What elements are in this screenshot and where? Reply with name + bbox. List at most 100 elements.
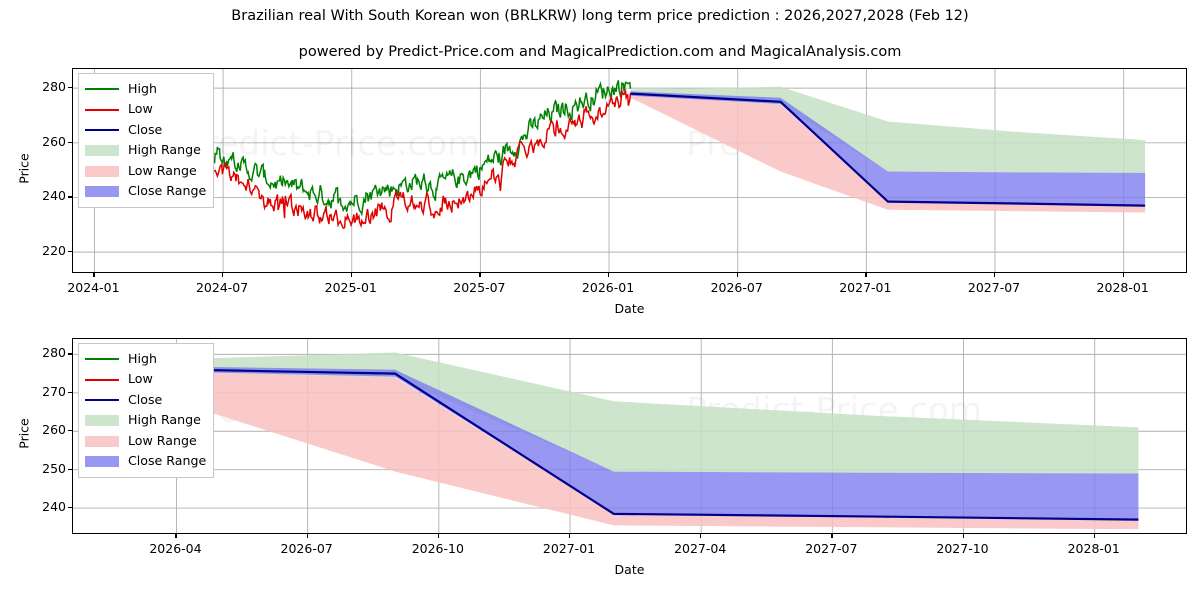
legend-item: Close Range (85, 452, 206, 473)
x-tick-label: 2027-01 (839, 280, 892, 295)
x-tick-mark (608, 273, 610, 277)
legend-item: Close Range (85, 182, 206, 203)
legend-item: Low Range (85, 431, 206, 452)
y-tick-mark (68, 87, 72, 89)
legend-swatch-patch (85, 164, 119, 178)
page-subtitle: powered by Predict-Price.com and Magical… (298, 44, 902, 60)
legend-swatch-patch (85, 455, 119, 469)
x-tick-label: 2025-07 (453, 280, 506, 295)
x-tick-mark (1122, 273, 1124, 277)
x-tick-label: 2027-07 (967, 280, 1021, 295)
y-tick-label: 240 (42, 499, 66, 515)
legend-swatch-line (85, 393, 119, 407)
x-tick-mark (994, 273, 996, 277)
legend-item: Low (85, 370, 206, 391)
legend-label: Close (128, 391, 163, 407)
x-tick-mark (736, 273, 738, 277)
legend-label: Close Range (128, 183, 207, 199)
y-tick-mark (68, 391, 72, 393)
x-tick-mark (1093, 534, 1095, 538)
x-tick-mark (962, 534, 964, 538)
legend-label: High Range (128, 142, 201, 158)
bottom-x-axis-label: Date (614, 562, 645, 577)
x-tick-mark (437, 534, 440, 538)
legend-item: High (85, 349, 206, 370)
x-tick-mark (93, 273, 95, 277)
page-title: Brazilian real With South Korean won (BR… (231, 8, 969, 24)
legend-swatch-patch (85, 434, 119, 448)
y-tick-label: 260 (42, 422, 66, 438)
legend-swatch-line (85, 352, 119, 366)
x-tick-mark (865, 273, 867, 277)
x-tick-label: 2027-07 (805, 541, 858, 556)
legend-item: Close (85, 390, 206, 411)
top-x-axis-label: Date (614, 301, 645, 316)
y-tick-mark (68, 196, 72, 198)
legend-swatch-line (85, 123, 119, 137)
x-tick-label: 2028-01 (1096, 280, 1149, 295)
legend-label: Low (128, 371, 153, 387)
legend-label: Low (128, 101, 153, 117)
legend-swatch-patch (85, 185, 119, 199)
y-tick-mark (68, 251, 72, 253)
x-tick-label: 2027-01 (542, 541, 596, 556)
x-tick-mark (350, 273, 352, 277)
x-tick-label: 2025-01 (324, 280, 377, 295)
legend-label: High (128, 80, 157, 96)
x-tick-label: 2027-04 (674, 541, 727, 556)
x-tick-label: 2027-10 (936, 541, 989, 556)
y-tick-label: 240 (42, 188, 66, 204)
svg-text:Predict-Price.com: Predict-Price.com (185, 124, 481, 164)
bottom-legend: High Low Close High Range Low Range Close Ran… (78, 343, 215, 478)
legend-label: Low Range (128, 162, 197, 178)
legend-item: High (85, 79, 206, 100)
top-legend: High Low Close High Range Low Range Close Ran… (78, 73, 215, 208)
y-tick-mark (68, 141, 72, 143)
y-tick-label: 260 (42, 133, 66, 149)
x-tick-mark (175, 534, 177, 538)
legend-item: High Range (85, 411, 206, 432)
legend-item: High Range (85, 141, 206, 162)
x-tick-mark (831, 534, 833, 538)
y-tick-label: 270 (42, 383, 66, 399)
legend-item: Low (85, 100, 206, 121)
y-tick-label: 280 (42, 79, 66, 95)
x-tick-label: 2024-01 (67, 280, 120, 295)
x-tick-label: 2026-07 (280, 541, 333, 556)
legend-item: Close (85, 120, 206, 141)
y-tick-mark (68, 468, 72, 470)
legend-label: High (128, 350, 157, 366)
x-tick-label: 2028-01 (1067, 541, 1120, 556)
x-tick-mark (306, 534, 308, 538)
x-tick-mark (700, 534, 702, 538)
legend-swatch-patch (85, 414, 119, 428)
y-tick-label: 280 (42, 345, 66, 361)
x-tick-mark (222, 273, 224, 277)
x-tick-label: 2024-07 (195, 280, 249, 295)
legend-swatch-line (85, 82, 119, 96)
x-tick-label: 2026-07 (710, 280, 763, 295)
legend-label: Close (128, 121, 163, 137)
x-tick-label: 2026-01 (581, 280, 635, 295)
x-tick-mark (569, 534, 571, 538)
legend-label: High Range (128, 412, 201, 428)
legend-swatch-patch (85, 144, 119, 158)
y-tick-mark (68, 353, 72, 355)
legend-swatch-line (85, 103, 119, 117)
legend-item: Low Range (85, 161, 206, 182)
y-tick-mark (68, 507, 72, 509)
x-tick-label: 2026-10 (411, 541, 464, 556)
y-tick-label: 220 (42, 243, 66, 259)
y-tick-mark (68, 430, 72, 432)
legend-label: Low Range (128, 432, 197, 448)
x-tick-label: 2026-04 (149, 541, 202, 556)
x-tick-mark (479, 273, 481, 277)
legend-label: Close Range (128, 453, 207, 469)
y-tick-label: 250 (42, 460, 66, 476)
legend-swatch-line (85, 373, 119, 387)
